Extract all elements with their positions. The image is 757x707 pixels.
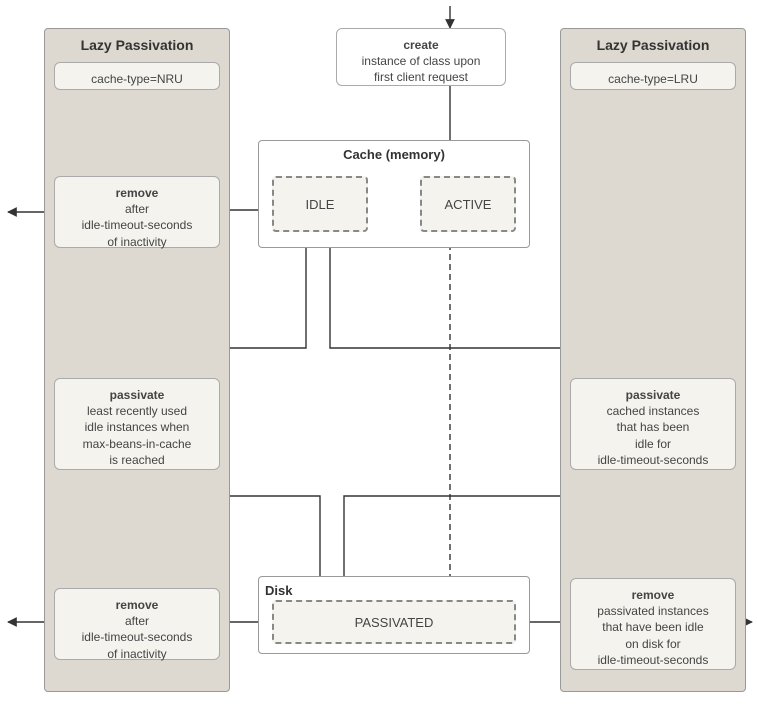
left-remove-card-2: remove afteridle-timeout-secondsof inact…	[54, 588, 220, 660]
left-cache-type-text: cache-type=NRU	[91, 72, 183, 86]
create-card: create instance of class uponfirst clien…	[336, 28, 506, 86]
left-remove1-text: afteridle-timeout-secondsof inactivity	[82, 202, 193, 248]
left-remove1-bold: remove	[65, 185, 209, 201]
left-passivate-card: passivate least recently usedidle instan…	[54, 378, 220, 470]
passivated-state: PASSIVATED	[272, 600, 516, 644]
left-passivate-text: least recently usedidle instances whenma…	[83, 404, 192, 467]
right-remove-text: passivated instancesthat have been idleo…	[597, 604, 708, 667]
create-bold: create	[347, 37, 495, 53]
active-label: ACTIVE	[445, 197, 492, 212]
right-cache-type-text: cache-type=LRU	[608, 72, 698, 86]
right-panel-title: Lazy Passivation	[569, 37, 737, 53]
left-cache-type-card: cache-type=NRU	[54, 62, 220, 90]
right-passivate-text: cached instancesthat has beenidle foridl…	[598, 404, 709, 467]
left-remove2-bold: remove	[65, 597, 209, 613]
right-passivate-bold: passivate	[581, 387, 725, 403]
passivated-label: PASSIVATED	[355, 615, 434, 630]
active-state: ACTIVE	[420, 176, 516, 232]
idle-label: IDLE	[306, 197, 335, 212]
right-remove-bold: remove	[581, 587, 725, 603]
disk-group-title: Disk	[265, 583, 523, 598]
cache-group-title: Cache (memory)	[265, 147, 523, 162]
left-panel-title: Lazy Passivation	[53, 37, 221, 53]
create-text: instance of class uponfirst client reque…	[362, 54, 481, 84]
left-remove-card-1: remove afteridle-timeout-secondsof inact…	[54, 176, 220, 248]
right-remove-card: remove passivated instancesthat have bee…	[570, 578, 736, 670]
right-passivate-card: passivate cached instancesthat has beeni…	[570, 378, 736, 470]
right-cache-type-card: cache-type=LRU	[570, 62, 736, 90]
idle-state: IDLE	[272, 176, 368, 232]
left-remove2-text: afteridle-timeout-secondsof inactivity	[82, 614, 193, 660]
left-passivate-bold: passivate	[65, 387, 209, 403]
